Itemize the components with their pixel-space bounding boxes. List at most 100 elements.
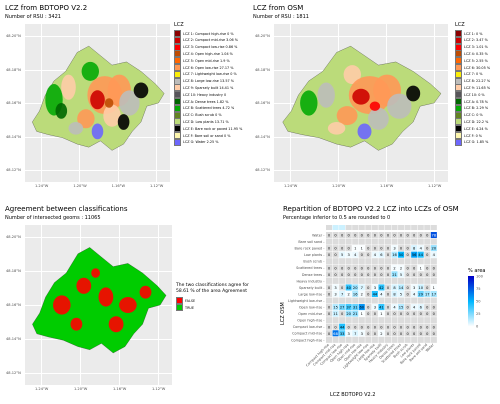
heatmap-cell <box>358 271 365 278</box>
lcz-patch <box>357 123 372 140</box>
colorbar-step <box>468 291 474 293</box>
heatmap-cell <box>417 304 424 311</box>
lat-tick-label: 48.18°N <box>6 269 21 273</box>
legend-item: LCZ 5: Open mid-rise 1.9 % <box>174 57 230 65</box>
heatmap-col-label: Open high-rise <box>329 343 349 363</box>
heatmap-cell <box>365 297 372 304</box>
legend-item: LCZ 1: 0 % <box>455 30 483 37</box>
heatmap-cell <box>430 336 437 343</box>
heatmap-cell <box>398 251 405 258</box>
lcz-patch <box>119 90 140 116</box>
heatmap-cell <box>326 245 333 252</box>
heatmap-cell <box>430 232 437 239</box>
colorbar-step <box>468 300 474 302</box>
heatmap-cell-value: 0 <box>433 325 436 329</box>
heatmap-cell <box>398 245 405 252</box>
lat-tick-label: 48.12°N <box>6 168 21 172</box>
heatmap-ylabel: LCZ OSM <box>280 302 286 325</box>
legend-label: LCZ C: Bush scrub 0 % <box>183 113 222 118</box>
heatmap-cell <box>358 264 365 271</box>
colorbar-step <box>468 312 474 314</box>
heatmap-cell <box>417 264 424 271</box>
lcz-patch <box>91 268 100 278</box>
heatmap-cell-value: 1 <box>380 312 382 316</box>
legend-swatch <box>455 43 462 51</box>
grid-line <box>41 225 42 385</box>
heatmap-cell <box>378 317 385 324</box>
legend-swatch <box>174 111 181 119</box>
heatmap-cell <box>352 251 359 258</box>
heatmap-row-label: Scattered trees - <box>296 266 325 270</box>
heatmap-cell <box>424 317 431 324</box>
heatmap-cell <box>339 304 346 311</box>
heatmap-cell <box>326 323 333 330</box>
legend-item: LCZ G: 1.85 % <box>455 138 488 146</box>
heatmap-cell <box>411 323 418 330</box>
heatmap-cell <box>352 271 359 278</box>
lat-tick-label: 48.16°N <box>6 101 21 105</box>
heatmap-cell <box>332 297 339 304</box>
heatmap-cell <box>424 271 431 278</box>
legend-item: LCZ 7: 0 % <box>455 70 483 78</box>
lat-tick-label: 48.12°N <box>255 168 270 172</box>
colorbar-step <box>468 325 474 327</box>
legend-swatch <box>455 84 462 92</box>
heatmap-cell <box>391 323 398 330</box>
heatmap-cell <box>352 304 359 311</box>
panel3-note-line2: 58.61 % of the area Agreement <box>176 289 248 294</box>
heatmap-cell <box>358 258 365 265</box>
heatmap-cell-value: 0 <box>406 247 409 251</box>
heatmap-cell-value: 0 <box>328 306 331 310</box>
heatmap-cell <box>411 284 418 291</box>
heatmap-cell-value: 27 <box>340 306 345 310</box>
lon-tick-label: 1.24°W <box>35 387 49 391</box>
heatmap-cell <box>332 238 339 245</box>
heatmap-cell <box>430 264 437 271</box>
heatmap-cell <box>424 232 431 239</box>
lcz-patch <box>352 88 370 105</box>
heatmap-cell-value: 0 <box>334 325 337 329</box>
legend-item: LCZ B: Scattered trees 4.72 % <box>174 104 234 112</box>
heatmap-cell <box>332 245 339 252</box>
heatmap-cell-value: 0 <box>413 325 416 329</box>
heatmap-cell <box>326 310 333 317</box>
heatmap-row-label: Compact high-rise - <box>291 338 325 342</box>
legend-swatch <box>455 70 462 78</box>
heatmap-cell-value: 0 <box>413 332 416 336</box>
heatmap-cell <box>352 264 359 271</box>
colorbar-step <box>468 306 474 308</box>
heatmap-cell <box>371 330 378 337</box>
heatmap-cell <box>417 284 424 291</box>
heatmap-cell <box>398 258 405 265</box>
grid-line <box>274 36 448 37</box>
heatmap-cell <box>391 271 398 278</box>
heatmap-cell <box>326 232 333 239</box>
heatmap-cell-value: 0 <box>374 234 377 238</box>
heatmap-cell <box>411 238 418 245</box>
heatmap-cell-value: 0 <box>367 306 370 310</box>
heatmap-row-label: Lightweight low-rise - <box>288 299 325 303</box>
heatmap-cell <box>391 336 398 343</box>
heatmap-cell-value: 0 <box>328 253 331 257</box>
heatmap-cell-value: 14 <box>399 286 404 290</box>
legend-swatch <box>455 57 462 65</box>
heatmap-row-label: Bare rock paved - <box>295 247 326 251</box>
heatmap-cell <box>430 310 437 317</box>
heatmap-cell <box>352 232 359 239</box>
heatmap-cell <box>345 232 352 239</box>
heatmap-cell-value: 40 <box>346 286 351 290</box>
heatmap-cell-value: 33 <box>340 332 345 336</box>
heatmap-cell <box>371 317 378 324</box>
heatmap-cell <box>332 232 339 239</box>
heatmap-cell <box>430 304 437 311</box>
heatmap-cell <box>339 251 346 258</box>
heatmap-cell <box>371 264 378 271</box>
heatmap-cell <box>424 310 431 317</box>
heatmap-cell <box>365 330 372 337</box>
heatmap-cell-value: 0 <box>420 273 423 277</box>
heatmap-cell-value: 0 <box>328 266 331 270</box>
heatmap-cell-value: 0 <box>354 266 357 270</box>
legend-swatch <box>174 132 181 139</box>
legend-item: LCZ 8: Large low-rise 13.57 % <box>174 77 234 85</box>
heatmap-cell-value: 3 <box>348 253 350 257</box>
